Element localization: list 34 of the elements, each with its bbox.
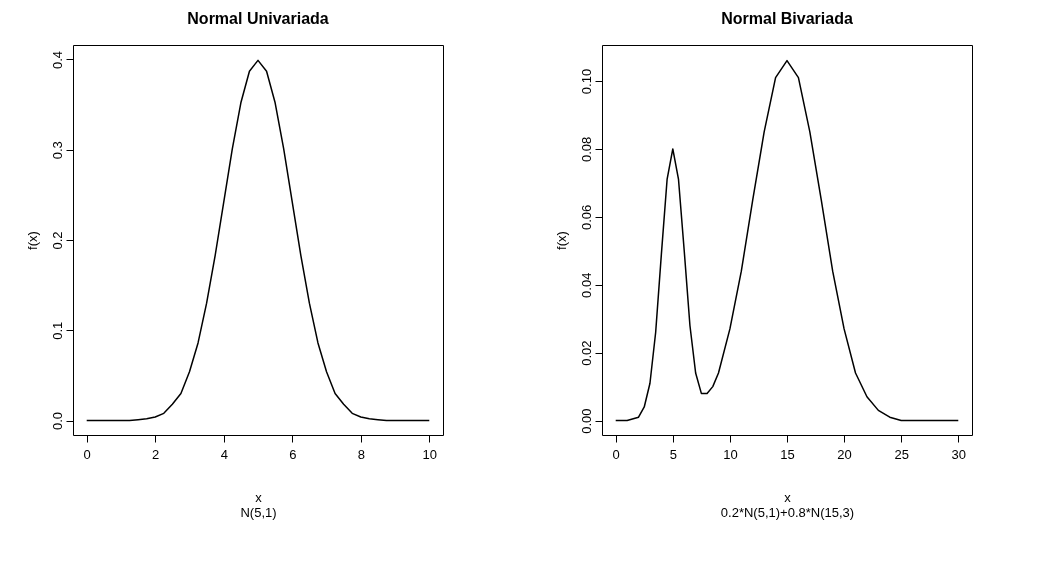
y-tick-label: 0.10 (578, 68, 594, 95)
y-tick-label: 0.0 (49, 412, 65, 431)
y-tick-label: 0.4 (49, 50, 65, 69)
line-series (614, 59, 960, 422)
y-tick-label: 0.08 (578, 136, 594, 163)
x-tick-label: 4 (220, 446, 228, 462)
text: N(5,1) (240, 504, 277, 520)
x-tick-label: 8 (357, 446, 365, 462)
x-tick-label: 5 (669, 446, 677, 462)
y-tick-label: 0.04 (578, 272, 594, 298)
x-tick-label: 30 (951, 446, 967, 462)
text: 0.2*N(5,1)+0.8*N(15,3) (720, 504, 855, 520)
x-tick-label: 10 (723, 446, 738, 462)
x-tick-label: 0 (83, 446, 91, 462)
y-tick-label: 0.06 (578, 204, 594, 230)
y-tick-label: 0.02 (578, 340, 594, 366)
x-tick-label: 15 (780, 446, 795, 462)
x-tick-label: 2 (152, 446, 160, 462)
x-tick-label: 10 (422, 446, 438, 462)
y-tick-label: 0.3 (49, 141, 65, 160)
x-tick-label: 20 (837, 446, 852, 462)
x-axis-title: x (255, 489, 263, 505)
x-tick-label: 0 (612, 446, 620, 462)
x-tick-label: 6 (289, 446, 297, 462)
y-axis-title: f(x) (553, 231, 569, 250)
y-tick-label: 0.1 (49, 321, 65, 340)
x-axis-title: x (784, 489, 792, 505)
y-tick-label: 0.00 (578, 408, 594, 434)
x-tick-label: 25 (894, 446, 909, 462)
line-series (85, 59, 431, 422)
chart-title: Normal Univariada (187, 10, 329, 27)
y-tick-label: 0.2 (49, 231, 65, 250)
chart-title: Normal Bivariada (721, 10, 853, 27)
y-axis-title: f(x) (24, 231, 40, 250)
